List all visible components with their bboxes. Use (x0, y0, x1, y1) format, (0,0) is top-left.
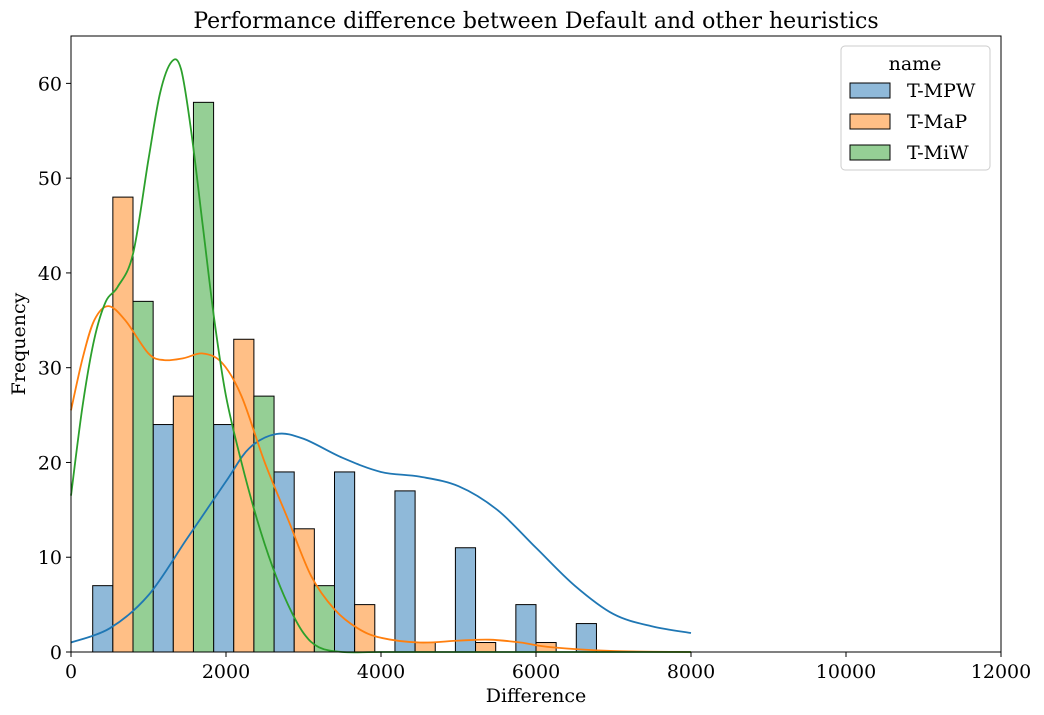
plot-area (70, 58, 692, 654)
kde-line-t-map (70, 305, 692, 653)
x-axis-label: Difference (486, 685, 587, 707)
bar-t-mpw (213, 424, 235, 653)
legend-label-t-map: T-MaP (907, 111, 967, 133)
x-tick-label: 0 (65, 661, 77, 683)
x-tick-label: 4000 (357, 661, 405, 683)
bar-t-mpw (454, 547, 477, 653)
bar-t-map (414, 642, 436, 653)
bar-t-mpw (394, 490, 416, 653)
x-tick-label: 10000 (816, 661, 876, 683)
legend: name T-MPW T-MaP T-MiW (840, 45, 991, 171)
bar-t-mpw (92, 585, 114, 653)
legend-swatch-t-mpw (849, 82, 891, 99)
legend-title: name (889, 53, 942, 75)
bar-t-mpw (152, 424, 174, 653)
x-axis-ticks: 0 2000 4000 6000 8000 10000 12000 (65, 652, 1031, 683)
bars-layer (92, 101, 597, 653)
y-tick-label: 20 (38, 452, 62, 474)
bar-t-mpw (273, 471, 295, 653)
y-tick-label: 30 (38, 358, 62, 380)
y-axis-label: Frequency (8, 292, 30, 395)
x-tick-label: 2000 (202, 661, 250, 683)
bar-t-map (475, 642, 497, 653)
bar-t-map (172, 395, 194, 653)
bar-t-miw (192, 101, 215, 653)
legend-swatch-t-map (849, 113, 891, 130)
x-tick-label: 6000 (512, 661, 560, 683)
bar-t-mpw (575, 623, 597, 653)
y-tick-label: 60 (38, 73, 62, 95)
y-tick-label: 0 (50, 642, 62, 664)
x-tick-label: 12000 (971, 661, 1031, 683)
legend-label-t-miw: T-MiW (907, 142, 969, 164)
chart-title: Performance difference between Default a… (193, 9, 878, 34)
legend-box (840, 45, 991, 171)
plot-frame (70, 35, 1002, 653)
kde-line-t-mpw (70, 432, 692, 644)
legend-label-t-mpw: T-MPW (907, 80, 976, 102)
y-tick-label: 50 (38, 168, 62, 190)
y-tick-label: 10 (38, 547, 62, 569)
y-axis-ticks: 0 10 20 30 40 50 60 (38, 73, 71, 664)
legend-items: T-MPW T-MaP T-MiW (849, 80, 976, 164)
y-tick-label: 40 (38, 263, 62, 285)
legend-swatch-t-miw (849, 144, 891, 161)
x-tick-label: 8000 (667, 661, 715, 683)
